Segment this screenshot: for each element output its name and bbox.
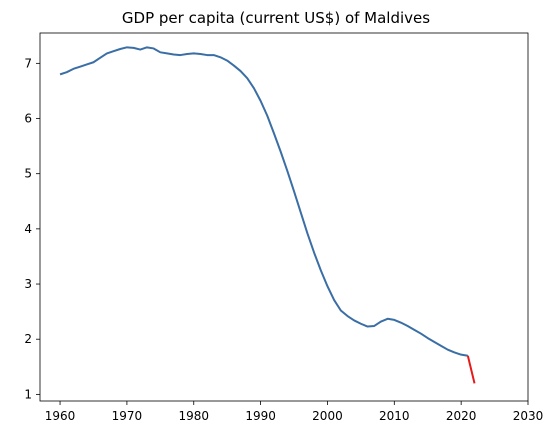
- y-tick-label: 7: [24, 56, 32, 70]
- series-line-1: [59, 46, 469, 357]
- y-tick-label: 5: [24, 167, 32, 181]
- x-tick-label: 2000: [312, 409, 343, 423]
- x-tick-label: 1970: [112, 409, 143, 423]
- plot-frame: [39, 32, 529, 402]
- x-axis: 1960 1970 1980 1990 2000 2010 2020 2030: [45, 401, 543, 423]
- x-tick-label: 1980: [178, 409, 209, 423]
- y-axis: 1 2 3 4 5 6 7: [24, 56, 40, 401]
- y-tick-label: 3: [24, 277, 32, 291]
- x-tick-label: 1990: [245, 409, 276, 423]
- x-tick-label: 2030: [513, 409, 544, 423]
- y-tick-label: 4: [24, 222, 32, 236]
- y-tick-label: 6: [24, 112, 32, 126]
- x-tick-label: 2020: [446, 409, 477, 423]
- x-tick-label: 2010: [379, 409, 410, 423]
- series-line-2: [466, 355, 476, 384]
- plot-area: [59, 46, 476, 384]
- y-tick-label: 2: [24, 332, 32, 346]
- x-tick-label: 1960: [45, 409, 76, 423]
- y-tick-label: 1: [24, 387, 32, 401]
- chart-title: GDP per capita (current US$) of Maldives: [122, 9, 430, 27]
